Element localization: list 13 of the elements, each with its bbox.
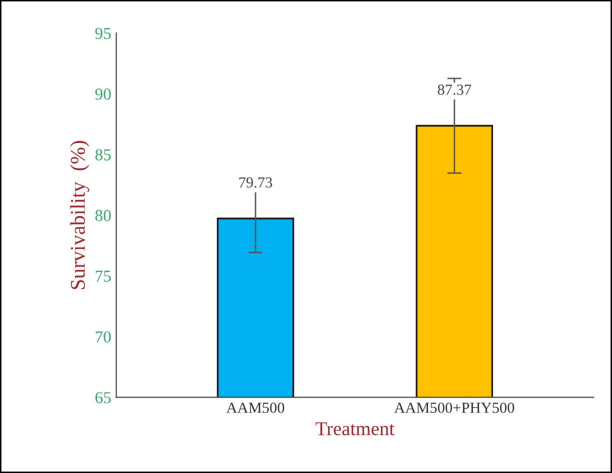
y-tick-label: 75 xyxy=(96,270,111,282)
y-axis-title: Survivability (%) xyxy=(70,140,90,290)
y-tick-label: 80 xyxy=(95,210,111,222)
y-tick-label: 90 xyxy=(95,88,111,100)
x-axis-title: Treatment xyxy=(316,422,394,436)
x-tick-label: AAM500 xyxy=(226,402,284,413)
y-tick-label: 85 xyxy=(95,149,111,160)
data-label: 79.73 xyxy=(239,177,272,188)
y-tick-label: 95 xyxy=(95,28,111,40)
y-tick-label: 70 xyxy=(96,331,111,343)
y-tick-label: 65 xyxy=(95,392,111,404)
data-label: 87.37 xyxy=(438,84,472,95)
x-tick-label: AAM500+PHY500 xyxy=(394,402,514,413)
